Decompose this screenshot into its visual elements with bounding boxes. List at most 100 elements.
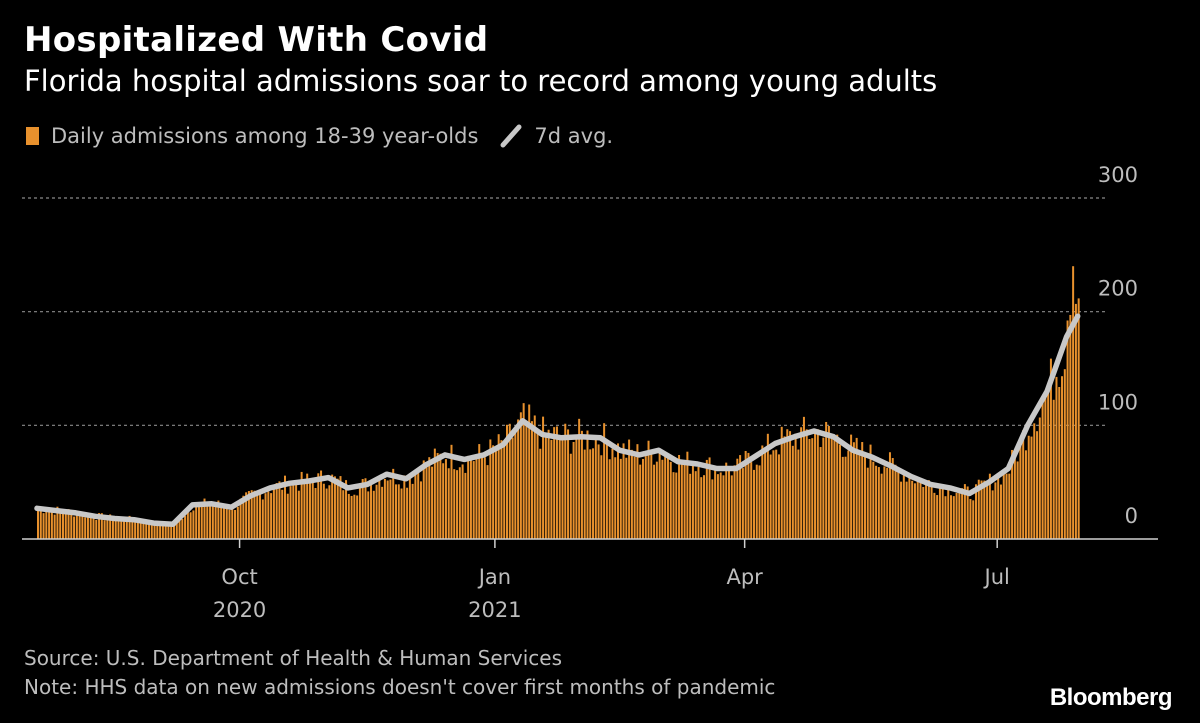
- daily-admission-bar: [994, 482, 997, 539]
- daily-admission-bar: [519, 412, 522, 539]
- daily-admission-bar: [1030, 436, 1033, 539]
- daily-admission-bar: [408, 478, 411, 539]
- daily-admission-bar: [297, 490, 300, 539]
- daily-admission-bar: [705, 459, 708, 539]
- daily-admission-bar: [530, 421, 533, 539]
- daily-admission-bar: [142, 523, 145, 539]
- daily-admission-bar: [653, 464, 656, 539]
- x-tick-label: Oct: [221, 565, 257, 589]
- daily-admission-bar: [669, 461, 672, 539]
- daily-admission-bar: [550, 439, 553, 539]
- daily-admission-bar: [603, 423, 606, 539]
- daily-admission-bar: [686, 451, 689, 539]
- daily-admission-bar: [317, 473, 320, 539]
- daily-admission-bar: [1066, 320, 1069, 539]
- daily-admission-bar: [128, 515, 131, 539]
- daily-admission-bar: [403, 475, 406, 539]
- daily-admission-bar: [78, 515, 81, 539]
- daily-admission-bar: [472, 461, 475, 539]
- daily-admission-bar: [633, 456, 636, 539]
- chart-title: Hospitalized With Covid: [24, 20, 489, 60]
- daily-admission-bar: [131, 519, 134, 539]
- daily-admission-bar: [236, 506, 239, 539]
- daily-admission-bar: [628, 439, 631, 539]
- daily-admission-bar: [497, 434, 500, 539]
- grid-lines: [22, 197, 1108, 426]
- daily-admission-bar: [228, 509, 231, 539]
- daily-admission-bar: [220, 505, 223, 539]
- daily-admission-bar: [561, 439, 564, 539]
- daily-admission-bar: [1055, 376, 1058, 539]
- daily-admission-bar: [100, 513, 103, 539]
- daily-admission-bar: [139, 521, 142, 539]
- daily-admission-bar: [295, 483, 298, 539]
- daily-admission-bar: [320, 470, 323, 539]
- daily-admission-bar: [927, 480, 930, 539]
- daily-admission-bar: [1016, 461, 1019, 539]
- daily-admission-bar: [575, 438, 578, 539]
- daily-admission-bar: [256, 491, 259, 539]
- daily-admission-bar: [167, 525, 170, 539]
- daily-admission-bar: [458, 467, 461, 539]
- daily-admission-bar: [286, 493, 289, 539]
- daily-admission-bar: [672, 472, 675, 539]
- daily-admission-bar: [39, 507, 42, 539]
- average-line-series: [34, 313, 1081, 527]
- daily-admission-bar: [331, 474, 334, 539]
- daily-admission-bar: [414, 473, 417, 539]
- daily-admission-bar: [1077, 298, 1080, 539]
- daily-admission-bar: [644, 456, 647, 539]
- daily-admission-bar: [308, 479, 311, 539]
- daily-admission-bar: [744, 450, 747, 539]
- daily-admission-bar: [456, 470, 459, 539]
- daily-admission-bar: [830, 434, 833, 539]
- daily-admission-bar: [461, 464, 464, 539]
- daily-admission-bar: [186, 510, 189, 539]
- daily-admission-bar: [636, 444, 639, 539]
- daily-admission-bar: [292, 481, 295, 539]
- daily-admission-bar: [114, 519, 117, 539]
- daily-admission-bar: [275, 483, 278, 539]
- daily-admission-bar: [314, 488, 317, 539]
- daily-admission-bar: [766, 433, 769, 539]
- daily-admission-bar: [639, 464, 642, 539]
- daily-admission-bar: [283, 475, 286, 539]
- daily-admission-bar: [172, 524, 175, 539]
- daily-admission-bar: [264, 493, 267, 539]
- daily-admission-bar: [289, 486, 292, 539]
- daily-admission-bar: [120, 517, 123, 539]
- daily-admission-bar: [42, 513, 45, 539]
- daily-admission-bar: [728, 468, 731, 539]
- daily-admission-bar: [89, 515, 92, 539]
- daily-admission-bar: [1024, 450, 1027, 539]
- daily-admission-bar: [811, 438, 814, 539]
- daily-admission-bar: [303, 482, 306, 539]
- daily-admission-bar: [691, 465, 694, 539]
- daily-admission-bar: [936, 495, 939, 539]
- daily-admission-bar: [567, 429, 570, 539]
- daily-admission-bar: [1061, 376, 1064, 539]
- daily-admission-bar: [902, 473, 905, 539]
- daily-admission-bar: [514, 431, 517, 539]
- daily-admission-bar: [481, 454, 484, 539]
- daily-admission-bar: [863, 456, 866, 539]
- daily-admission-bar: [1072, 266, 1075, 539]
- daily-admission-bar: [611, 448, 614, 539]
- daily-admission-bar: [913, 483, 916, 539]
- daily-admission-bar: [655, 461, 658, 539]
- daily-admission-bar: [916, 478, 919, 539]
- daily-admission-bar: [111, 520, 114, 539]
- daily-admission-bar: [1033, 423, 1036, 539]
- daily-admission-bar: [336, 478, 339, 539]
- daily-admission-bar: [678, 454, 681, 539]
- daily-admission-bar: [333, 476, 336, 539]
- daily-admission-bar: [700, 477, 703, 539]
- daily-admission-bar: [580, 430, 583, 539]
- daily-admission-bar: [1063, 369, 1066, 539]
- daily-admission-bar: [897, 468, 900, 539]
- daily-admission-bar: [630, 449, 633, 539]
- daily-admission-bar: [614, 457, 617, 539]
- daily-admission-bar: [761, 445, 764, 539]
- daily-admission-bar: [950, 495, 953, 539]
- seven-day-average-line: [34, 313, 1081, 527]
